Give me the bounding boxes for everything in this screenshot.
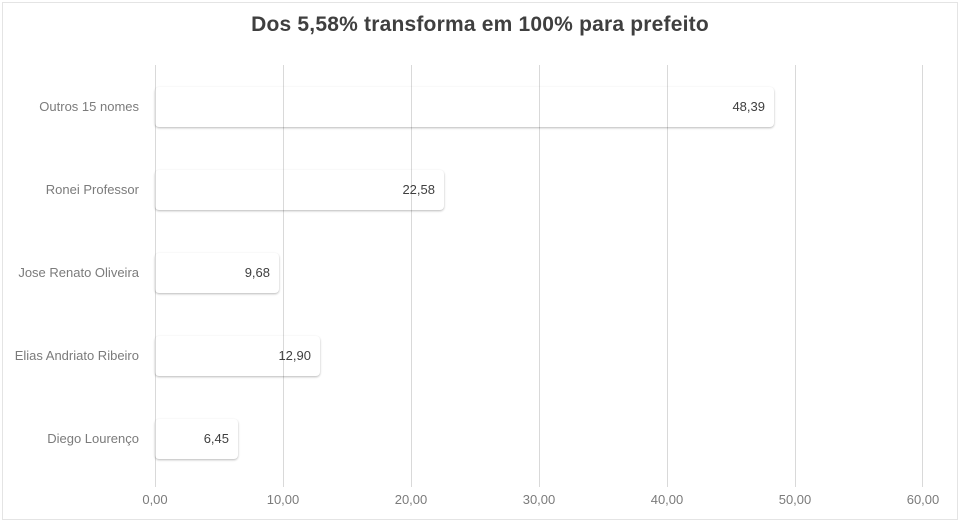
- value-axis: 0,00 10,00 20,00 30,00 40,00 50,00 60,00: [142, 492, 939, 510]
- gridline: [539, 65, 540, 487]
- category-label: Jose Renato Oliveira: [18, 265, 139, 280]
- bar-value-label: 12,90: [278, 348, 311, 363]
- category-label: Ronei Professor: [45, 182, 139, 197]
- x-axis-tick-label: 0,00: [142, 492, 168, 507]
- bar-value-label: 48,39: [732, 99, 765, 114]
- chart-title: Dos 5,58% transforma em 100% para prefei…: [251, 13, 709, 36]
- x-axis-tick-label: 20,00: [394, 492, 428, 507]
- category-axis: Outros 15 nomes Ronei Professor Jose Renat…: [0, 65, 147, 480]
- bar: 6,45: [155, 419, 238, 459]
- gridline: [283, 65, 284, 487]
- gridline: [155, 65, 156, 487]
- bar: 48,39: [155, 87, 774, 127]
- x-axis-tick-label: 10,00: [266, 492, 300, 507]
- x-axis-tick-label: 30,00: [522, 492, 556, 507]
- x-axis-tick-label: 40,00: [650, 492, 684, 507]
- bar: 12,90: [155, 336, 320, 376]
- bar: 22,58: [155, 170, 444, 210]
- gridline: [922, 65, 923, 487]
- bar-value-label: 22,58: [402, 182, 435, 197]
- gridline: [411, 65, 412, 487]
- category-label: Diego Lourenço: [47, 431, 139, 446]
- bar-value-label: 6,45: [203, 431, 229, 446]
- category-label: Outros 15 nomes: [39, 99, 139, 114]
- bar-value-label: 9,68: [244, 265, 270, 280]
- gridline: [795, 65, 796, 487]
- plot-area: 48,39 22,58 9,68 12,90 6,45: [155, 65, 923, 487]
- gridline: [667, 65, 668, 487]
- x-axis-tick-label: 50,00: [778, 492, 812, 507]
- bar: 9,68: [155, 253, 279, 293]
- x-axis-tick-label: 60,00: [906, 492, 940, 507]
- category-label: Elias Andriato Ribeiro: [14, 348, 139, 363]
